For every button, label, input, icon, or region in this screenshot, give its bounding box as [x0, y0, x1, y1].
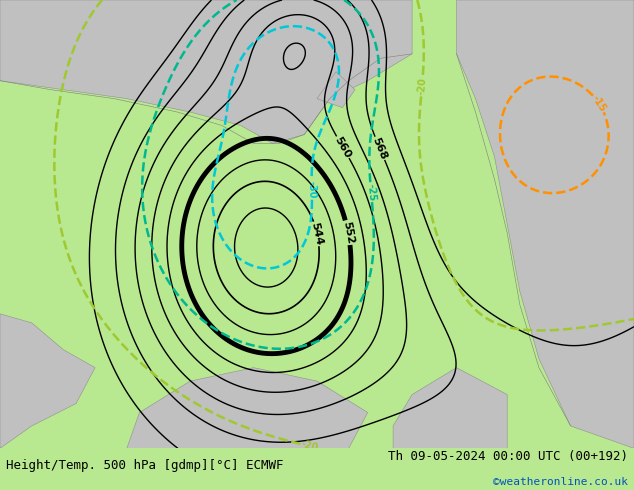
Polygon shape: [317, 72, 355, 108]
Text: -20: -20: [300, 439, 320, 453]
Text: -25: -25: [365, 183, 377, 201]
Text: 560: 560: [333, 135, 353, 160]
Polygon shape: [456, 0, 634, 448]
Polygon shape: [0, 314, 95, 448]
Text: -15: -15: [590, 94, 608, 114]
Text: 568: 568: [371, 136, 389, 161]
Text: Height/Temp. 500 hPa [gdmp][°C] ECMWF: Height/Temp. 500 hPa [gdmp][°C] ECMWF: [6, 459, 284, 472]
Text: Th 09-05-2024 00:00 UTC (00+192): Th 09-05-2024 00:00 UTC (00+192): [387, 450, 628, 464]
Text: -30: -30: [307, 181, 317, 199]
Polygon shape: [127, 368, 368, 448]
Text: -20: -20: [417, 77, 428, 96]
Text: ©weatheronline.co.uk: ©weatheronline.co.uk: [493, 477, 628, 487]
Polygon shape: [0, 0, 412, 144]
Polygon shape: [393, 368, 507, 448]
Text: 552: 552: [341, 220, 355, 245]
Text: 544: 544: [309, 221, 325, 246]
